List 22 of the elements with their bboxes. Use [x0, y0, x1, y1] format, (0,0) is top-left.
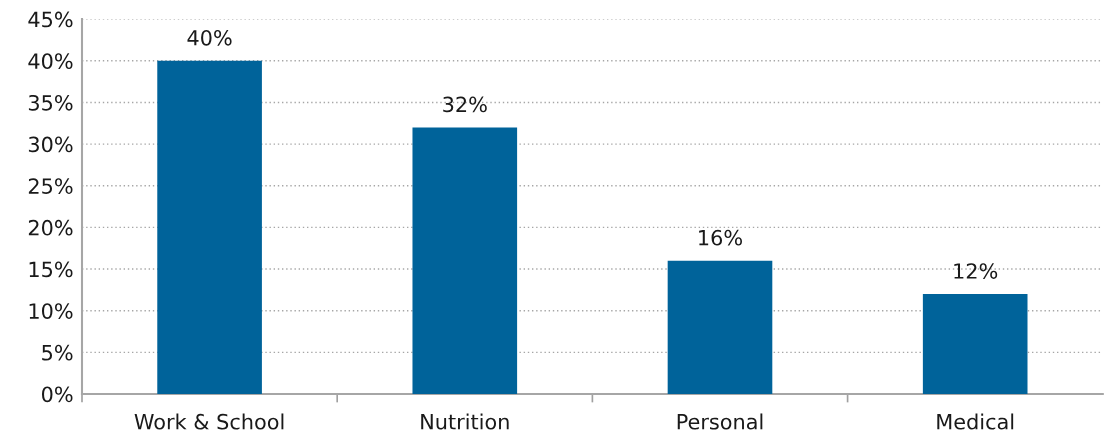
y-tick-label: 5% — [42, 344, 73, 361]
y-tick-label: 40% — [28, 53, 73, 69]
y-tick-label: 15% — [29, 261, 73, 278]
x-tick-label: Work & School — [134, 413, 284, 430]
bar — [412, 127, 518, 395]
data-label: 40% — [187, 29, 232, 46]
y-tick-label: 45% — [28, 11, 73, 28]
y-tick-label: 0% — [41, 386, 73, 403]
x-tick-label: Personal — [677, 413, 763, 430]
y-tick-label: 25% — [28, 178, 73, 194]
y-tick-label: 10% — [29, 303, 73, 319]
y-tick-label: 30% — [28, 136, 73, 153]
y-tick-label: 35% — [28, 94, 73, 111]
data-label: 16% — [699, 229, 742, 246]
bar — [922, 294, 1028, 395]
bar — [157, 60, 262, 395]
x-tick-label: Medical — [937, 413, 1014, 430]
y-tick-label: 20% — [28, 219, 73, 236]
data-label: 32% — [443, 96, 487, 113]
x-tick-label: Nutrition — [421, 413, 509, 430]
data-label: 12% — [954, 263, 998, 279]
bar — [667, 260, 773, 395]
